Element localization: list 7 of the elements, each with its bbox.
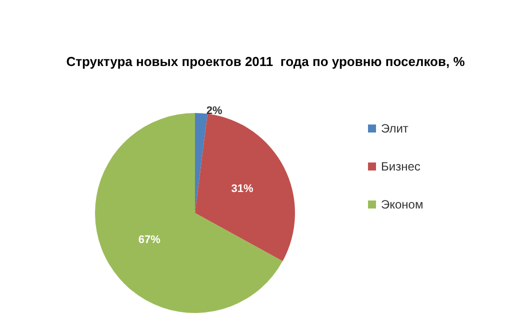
legend-label: Бизнес xyxy=(381,160,420,174)
legend-label: Элит xyxy=(381,122,409,136)
data-label: 67% xyxy=(138,234,161,246)
data-label: 2% xyxy=(206,105,223,118)
legend-label: Эконом xyxy=(381,198,424,212)
data-label: 31% xyxy=(231,182,254,195)
chart-title: Структура новых проектов 2011 года по уровню поселков, % xyxy=(66,54,466,69)
